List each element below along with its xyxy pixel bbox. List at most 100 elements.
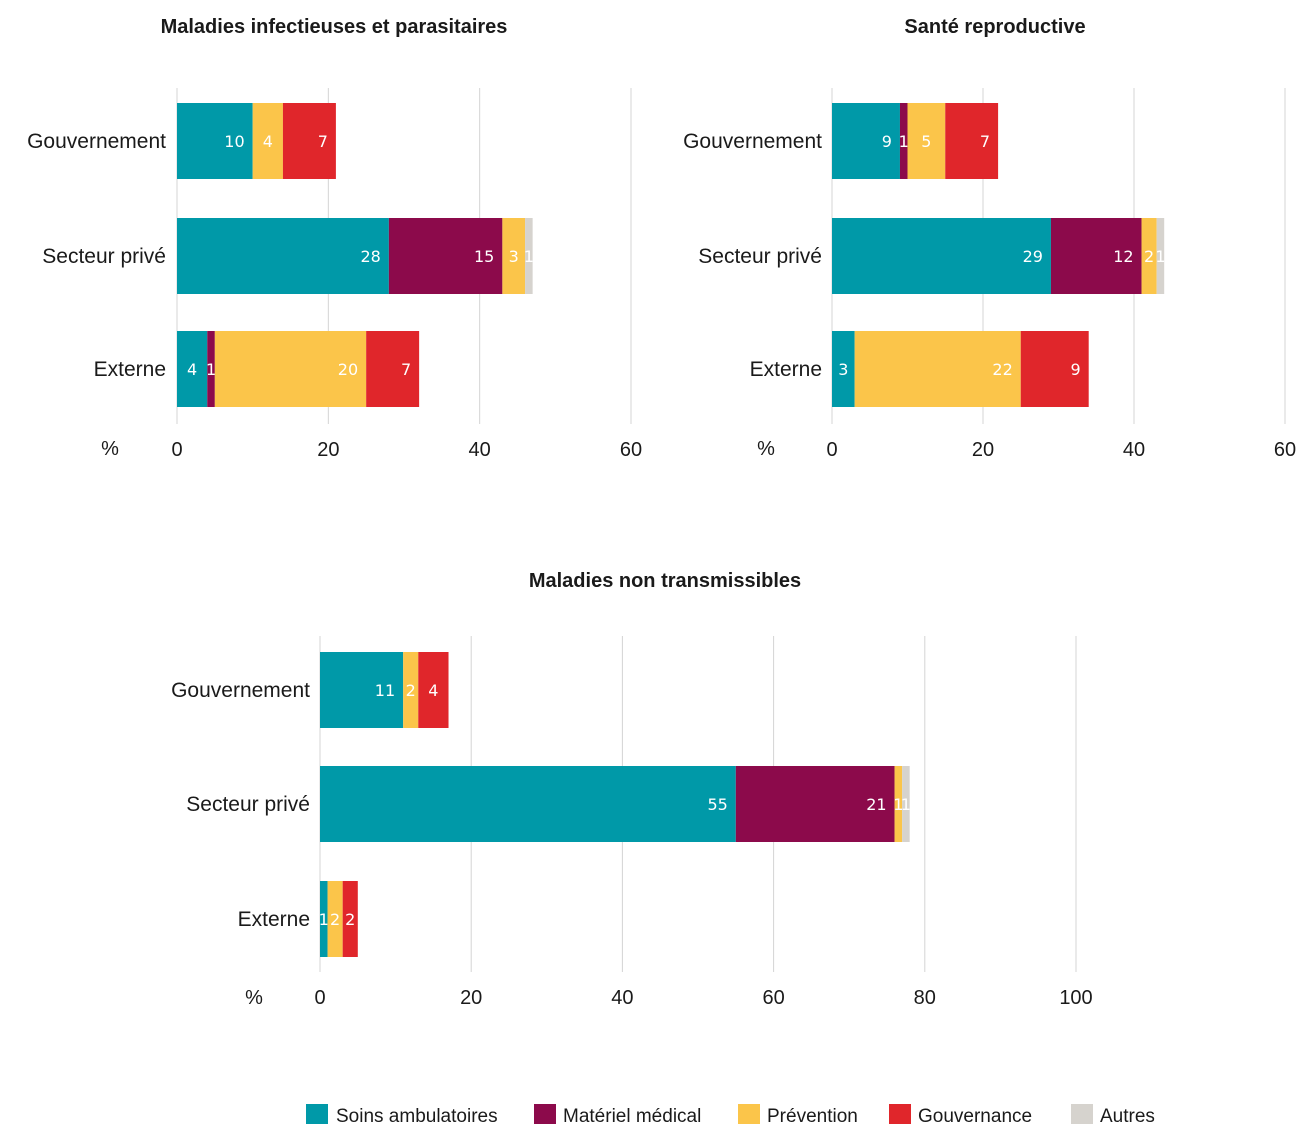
data-label: 4 [263, 132, 273, 151]
data-label: 55 [707, 795, 727, 814]
data-label: 7 [401, 360, 411, 379]
data-label: 1 [524, 247, 534, 266]
chart-title: Santé reproductive [904, 16, 1085, 38]
bar-segment-prevention [403, 652, 419, 728]
bar-segment-materiel [388, 218, 503, 294]
bar-segment-prevention [214, 331, 367, 407]
data-label: 7 [980, 132, 990, 151]
data-label: 2 [1144, 247, 1154, 266]
category-label: Gouvernement [683, 130, 822, 153]
bar-segment-soins [177, 103, 253, 179]
category-label: Gouvernement [27, 130, 166, 153]
legend-swatch [1071, 1104, 1093, 1124]
data-label: 7 [318, 132, 328, 151]
data-label: 5 [921, 132, 931, 151]
x-tick-label: 100 [1059, 987, 1092, 1009]
category-label: Gouvernement [171, 679, 310, 702]
bar-segment-gouvernance [342, 881, 358, 957]
bar-segment-materiel [899, 103, 908, 179]
chart-panel-sante-reproductive: Santé reproductive 9 1 5 729 12 2 13 22 9 Gouver… [683, 16, 1296, 461]
x-tick-label: 20 [972, 439, 994, 461]
chart-panel-infectieuses: Maladies infectieuses et parasitaires 10… [27, 16, 642, 461]
legend: Soins ambulatoires Matériel médical Prév… [306, 1104, 1155, 1124]
legend-item-gouvernance: Gouvernance [889, 1104, 1032, 1124]
data-label: 22 [992, 360, 1012, 379]
bar-segment-soins [177, 331, 208, 407]
data-label: 3 [509, 247, 519, 266]
category-label: Secteur privé [42, 245, 166, 268]
data-label: 1 [901, 795, 911, 814]
data-label: 1 [899, 132, 909, 151]
bar-segment-soins [320, 766, 736, 842]
data-label: 1 [319, 910, 329, 929]
bar-segment-soins [832, 331, 855, 407]
data-label: 2 [406, 681, 416, 700]
legend-swatch [306, 1104, 328, 1124]
data-label: 3 [838, 360, 848, 379]
bar-segment-gouvernance [945, 103, 999, 179]
bar-segment-prevention [894, 766, 903, 842]
legend-label: Gouvernance [918, 1106, 1032, 1124]
bar-segment-autres [525, 218, 533, 294]
category-label: Secteur privé [186, 793, 310, 816]
data-label: 9 [882, 132, 892, 151]
data-label: 1 [206, 360, 216, 379]
x-tick-label: 60 [620, 439, 642, 461]
legend-label: Soins ambulatoires [336, 1106, 498, 1124]
bar-segment-autres [1156, 218, 1165, 294]
bar-segment-soins [177, 218, 389, 294]
bar-segment-prevention [252, 103, 283, 179]
category-label: Externe [238, 908, 310, 931]
bar-segment-gouvernance [418, 652, 449, 728]
legend-item-autres: Autres [1071, 1104, 1155, 1124]
data-label: 4 [187, 360, 197, 379]
data-label: 12 [1113, 247, 1133, 266]
category-label: Externe [94, 358, 166, 381]
x-tick-label: 40 [469, 439, 491, 461]
bar-segment-soins [320, 652, 404, 728]
chart-title: Maladies non transmissibles [529, 570, 801, 592]
x-tick-label: 60 [762, 987, 784, 1009]
legend-label: Autres [1100, 1106, 1155, 1124]
bar-segment-prevention [502, 218, 526, 294]
legend-label: Matériel médical [563, 1106, 701, 1124]
data-label: 29 [1023, 247, 1043, 266]
bar-segment-materiel [735, 766, 895, 842]
x-tick-label: 20 [317, 439, 339, 461]
legend-label: Prévention [767, 1106, 858, 1124]
category-label: Externe [750, 358, 822, 381]
x-axis-unit: % [245, 987, 263, 1009]
data-label: 20 [338, 360, 358, 379]
chart-title: Maladies infectieuses et parasitaires [161, 16, 508, 38]
legend-swatch [889, 1104, 911, 1124]
data-label: 4 [428, 681, 438, 700]
bar-segment-soins [832, 218, 1051, 294]
bar-segment-materiel [207, 331, 215, 407]
category-label: Secteur privé [698, 245, 822, 268]
bar-segment-soins [320, 881, 328, 957]
bar-segment-gouvernance [366, 331, 420, 407]
x-tick-label: 40 [1123, 439, 1145, 461]
x-tick-label: 0 [171, 439, 182, 461]
data-label: 9 [1071, 360, 1081, 379]
bar-segment-prevention [327, 881, 343, 957]
data-label: 28 [361, 247, 381, 266]
x-tick-label: 0 [826, 439, 837, 461]
data-label: 1 [1155, 247, 1165, 266]
data-label: 2 [330, 910, 340, 929]
x-tick-label: 20 [460, 987, 482, 1009]
data-label: 10 [224, 132, 244, 151]
bar-segment-prevention [907, 103, 946, 179]
bar-segment-materiel [1050, 218, 1142, 294]
bar-segment-autres [902, 766, 910, 842]
legend-swatch [738, 1104, 760, 1124]
x-tick-label: 60 [1274, 439, 1296, 461]
legend-item-soins: Soins ambulatoires [306, 1104, 498, 1124]
x-axis-unit: % [101, 438, 119, 460]
legend-item-materiel: Matériel médical [534, 1104, 701, 1124]
bar-segment-prevention [854, 331, 1021, 407]
x-tick-label: 80 [914, 987, 936, 1009]
bar-segment-gouvernance [282, 103, 336, 179]
bar-segment-prevention [1141, 218, 1157, 294]
